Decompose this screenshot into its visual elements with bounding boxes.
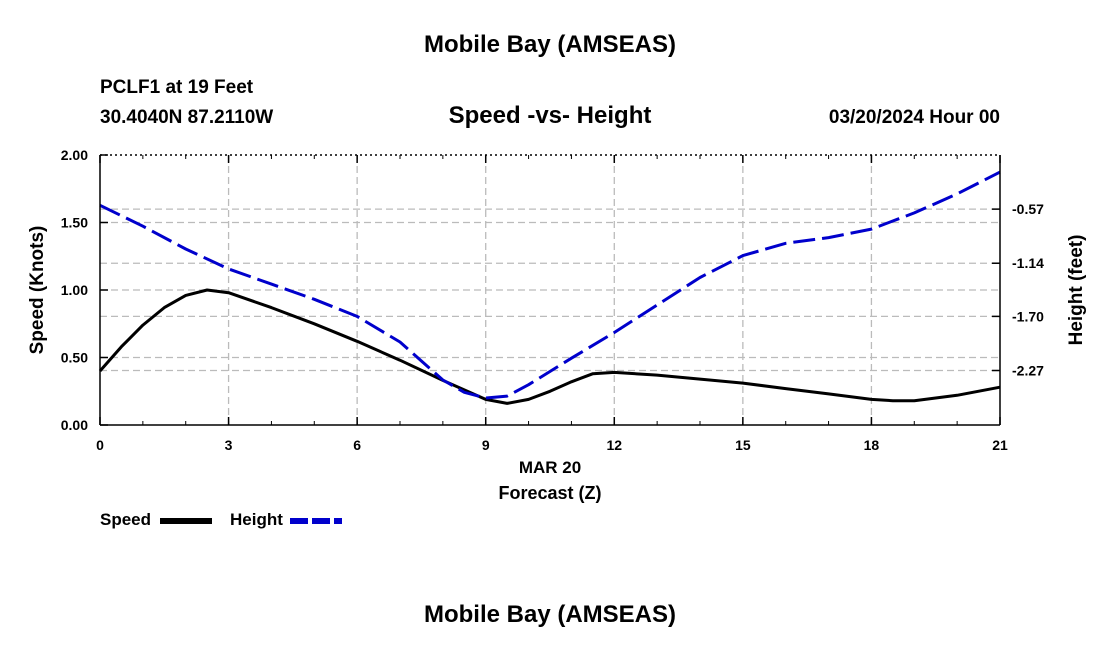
legend-height-swatch <box>290 518 342 524</box>
y-left-tick-label: 2.00 <box>61 147 88 163</box>
axis-ticks <box>99 154 1001 426</box>
x-axis-title: Forecast (Z) <box>498 483 602 503</box>
y-left-axis-title: Speed (Knots) <box>27 226 48 355</box>
y-left-tick-label: 0.50 <box>61 350 88 366</box>
axis-labels: 0 3 6 9 12 15 18 21 0.00 0.50 1.00 1.50 2.00 -0.57 -1.… <box>27 147 1087 453</box>
x-tick-label: 15 <box>735 437 751 453</box>
y-right-tick-label: -1.14 <box>1012 255 1044 271</box>
forecast-datetime: 03/20/2024 Hour 00 <box>828 107 1000 128</box>
grid <box>100 155 1000 425</box>
station-coordinates: 30.4040N 87.2110W <box>100 107 274 128</box>
x-tick-label: 21 <box>992 437 1008 453</box>
y-right-axis-title: Height (feet) <box>1066 235 1087 346</box>
x-tick-label: 12 <box>606 437 622 453</box>
x-tick-label: 0 <box>96 437 104 453</box>
series-height-line <box>99 170 1001 400</box>
x-axis-date-label: MAR 20 <box>518 458 582 477</box>
chart-title-bottom: Mobile Bay (AMSEAS) <box>423 601 677 628</box>
y-right-tick-label: -1.70 <box>1012 308 1044 324</box>
series-lines <box>98 170 1001 405</box>
series-speed-line <box>98 288 1001 405</box>
chart-title-top: Mobile Bay (AMSEAS) <box>423 31 677 58</box>
x-tick-label: 18 <box>864 437 880 453</box>
x-tick-label: 3 <box>225 437 233 453</box>
x-tick-label: 9 <box>482 437 490 453</box>
x-tick-label: 6 <box>353 437 361 453</box>
y-right-tick-label: -2.27 <box>1012 363 1044 379</box>
y-left-tick-label: 1.00 <box>61 282 88 298</box>
speed-height-chart: 0 3 6 9 12 15 18 21 0.00 0.50 1.00 1.50 2.00 -0.57 -1.… <box>27 147 1087 453</box>
legend-speed-swatch <box>160 518 212 524</box>
chart-subtitle: Speed -vs- Height <box>448 102 652 129</box>
y-right-tick-label: -0.57 <box>1012 201 1044 217</box>
legend-height-label: Height <box>230 510 283 529</box>
station-label: PCLF1 at 19 Feet <box>100 77 254 98</box>
y-left-tick-label: 0.00 <box>61 417 88 433</box>
y-left-tick-label: 1.50 <box>61 215 88 231</box>
legend-speed-label: Speed <box>100 510 152 529</box>
